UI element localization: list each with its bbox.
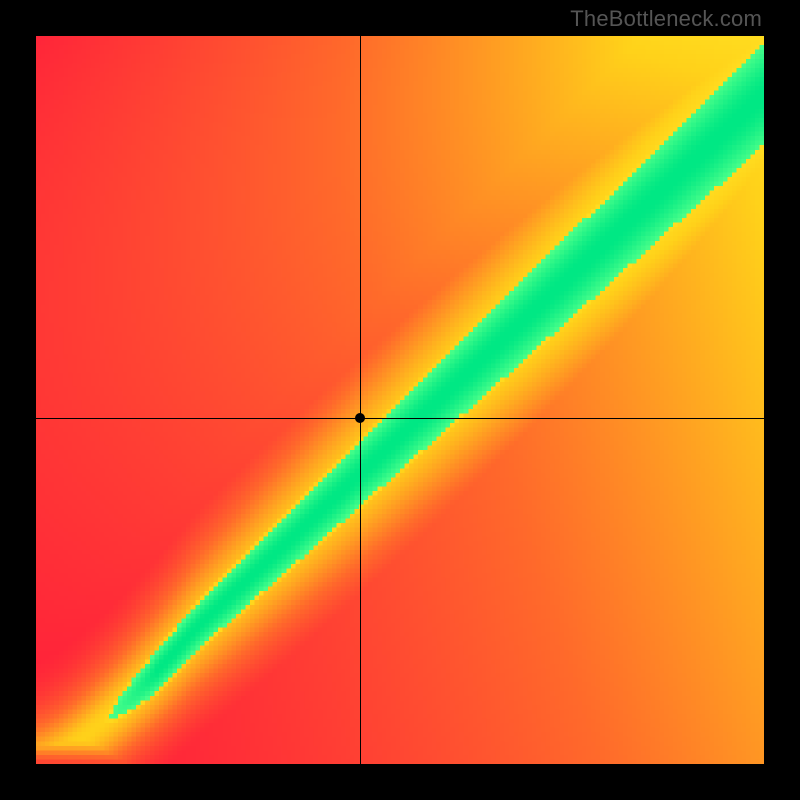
crosshair-vertical <box>360 36 361 764</box>
bottleneck-heatmap <box>36 36 764 764</box>
selection-marker[interactable] <box>355 413 365 423</box>
crosshair-horizontal <box>36 418 764 419</box>
plot-area <box>36 36 764 764</box>
watermark-text: TheBottleneck.com <box>570 6 762 32</box>
